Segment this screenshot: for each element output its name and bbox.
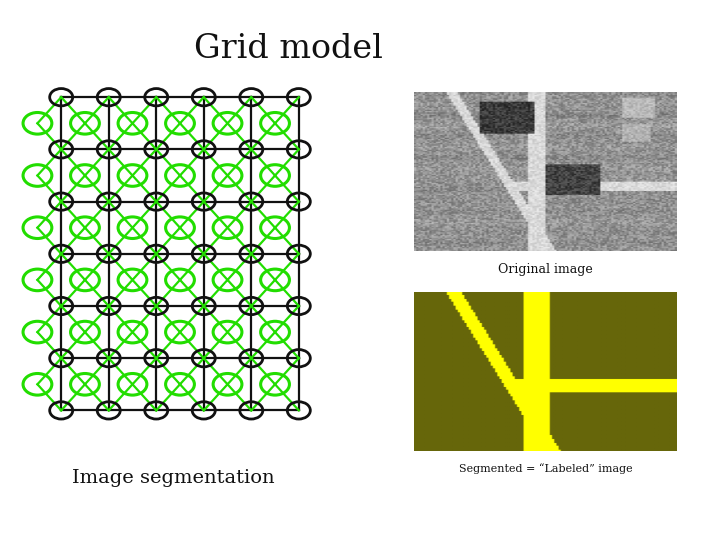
Text: Segmented = “Labeled” image: Segmented = “Labeled” image bbox=[459, 463, 632, 474]
Text: Grid model: Grid model bbox=[194, 32, 382, 65]
Text: Image segmentation: Image segmentation bbox=[72, 469, 274, 487]
Text: Original image: Original image bbox=[498, 263, 593, 276]
